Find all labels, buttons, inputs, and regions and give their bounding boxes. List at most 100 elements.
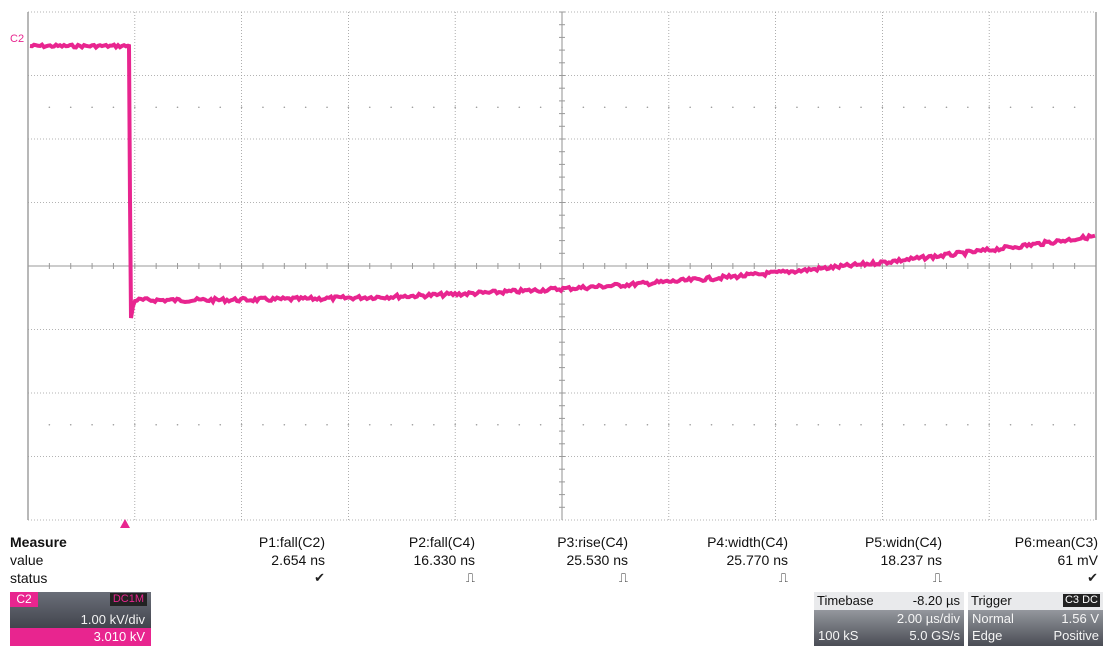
grid-dot [518,423,521,426]
grid-dot [710,106,713,109]
timebase-title: Timebase [817,593,874,608]
grid-dot [368,106,371,109]
measure-param-name: P2:fall(C4) [408,534,475,550]
grid-dot [1009,106,1012,109]
grid-dot [539,423,542,426]
grid-dot [454,423,457,426]
grid-dot [134,106,136,109]
c2-trace [29,42,1096,319]
measure-status-icon: ⎍ [932,570,942,585]
grid-dot [411,106,414,109]
grid-dot [582,106,585,109]
grid-dot [304,423,307,426]
grid-dot [902,423,905,426]
measure-status-icon: ✔ [314,570,325,585]
grid-dot [240,106,243,109]
grid-dot [326,423,328,426]
measure-header: Measure [10,534,67,550]
grid-dot [902,106,905,109]
channel-tag: C2 [10,592,38,607]
grid-dot [112,106,115,109]
channel-offset: 3.010 kV [10,628,151,646]
grid-dot [219,106,222,109]
grid-dot [988,106,990,109]
grid-dot [1031,106,1033,109]
grid-dot [625,106,627,109]
trigger-title: Trigger [971,593,1012,608]
grid-dot [48,106,51,109]
grid-dot [603,106,606,109]
grid-dot [262,106,264,109]
grid-dot [732,106,734,109]
waveform-display: C2 [10,11,1097,528]
grid-dot [860,423,862,426]
channel-scale: 1.00 kV/div [80,612,145,627]
grid-dot [112,423,115,426]
grid-dot [924,106,926,109]
grid-dot [390,106,392,109]
grid-dot [176,106,179,109]
measure-param-value: 16.330 ns [413,552,476,568]
grid-dot [219,423,222,426]
grid-dot [561,106,563,109]
grid-dot [198,423,200,426]
grid-dot [91,106,93,109]
measure-param-name: P1:fall(C2) [258,534,325,550]
timebase-sample-rate: 5.0 GS/s [909,628,960,643]
grid-dot [817,423,820,426]
measure-param-name: P3:rise(C4) [557,534,628,550]
grid-dot [668,423,670,426]
timebase-descriptor[interactable]: Timebase -8.20 µs 2.00 µs/div 100 kS 5.0… [814,592,964,646]
grid-dot [1052,106,1055,109]
measure-status-icon: ⎍ [778,570,788,585]
trigger-slope: Positive [1053,628,1099,643]
grid-dot [539,106,542,109]
measurement-table: Measure value status P1:fall(C2) 2.654 ns… [0,530,1103,590]
measure-status-icon: ✔ [1087,570,1098,585]
channel-marker-label: C2 [10,33,24,45]
grid-dot [475,423,478,426]
channel-descriptor-c2[interactable]: C2 DC1M 1.00 kV/div 3.010 kV [10,592,151,646]
grid-dot [69,423,72,426]
trigger-descriptor[interactable]: Trigger C3 DC Normal 1.56 V Edge Positiv… [968,592,1103,646]
grid-dot [134,423,136,426]
grid-dot [603,423,606,426]
measure-param-name: P5:widn(C4) [864,534,942,550]
grid-dot [347,423,350,426]
grid-dot [176,423,179,426]
measure-param-value: 25.770 ns [726,552,789,568]
timebase-header-bg [814,592,964,610]
grid-dot [1052,423,1055,426]
grid-dot [838,423,841,426]
grid-dot [1009,423,1012,426]
grid-dot [347,106,350,109]
grid-dot [1073,423,1076,426]
measure-param-value: 2.654 ns [271,552,325,568]
timebase-delay: -8.20 µs [912,593,960,608]
graticule-grid [27,11,1097,521]
grid-dot [155,106,157,109]
grid-dot [91,423,93,426]
grid-dot [881,423,884,426]
grid-dot [497,106,499,109]
grid-dot [304,106,307,109]
grid-dot [774,423,777,426]
trigger-level: 1.56 V [1061,611,1099,626]
grid-dot [1073,106,1076,109]
trigger-position-marker[interactable] [120,519,130,528]
measure-param-name: P6:mean(C3) [1014,534,1098,550]
grid-dot [796,106,798,109]
grid-dot [881,106,884,109]
grid-dot [582,423,585,426]
timebase-samples: 100 kS [818,628,859,643]
grid-dot [988,423,990,426]
grid-dot [69,106,72,109]
grid-dot [368,423,371,426]
grid-dot [326,106,328,109]
grid-dot [390,423,392,426]
grid-dot [497,423,499,426]
grid-dot [48,423,51,426]
measure-value-row-label: value [10,552,44,568]
grid-dot [668,106,670,109]
grid-dot [283,423,286,426]
